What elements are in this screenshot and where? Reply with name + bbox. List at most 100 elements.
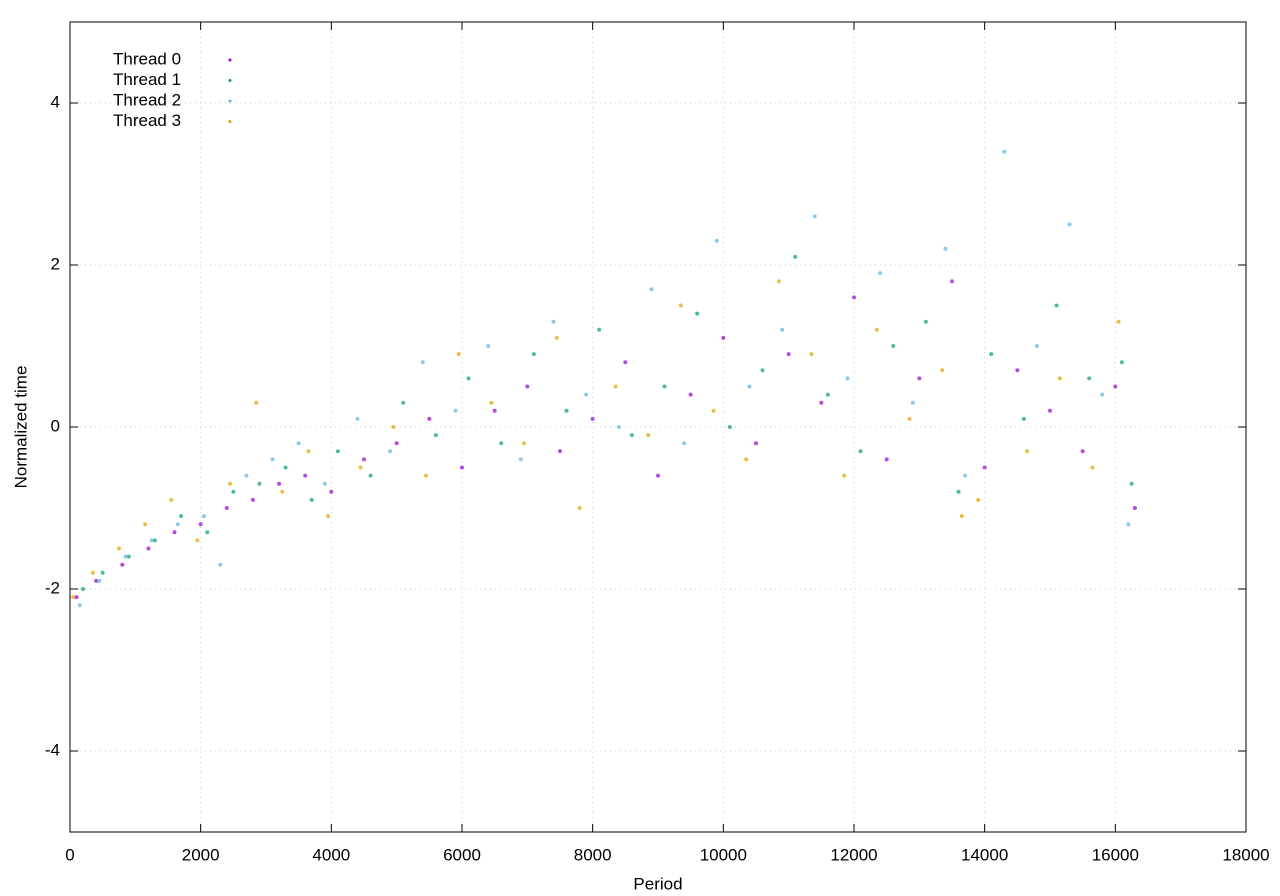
x-tick-label: 2000	[182, 845, 220, 864]
point	[727, 425, 732, 429]
point	[531, 352, 536, 357]
point	[81, 587, 86, 591]
point	[884, 457, 889, 462]
point	[433, 433, 438, 438]
point	[923, 319, 928, 324]
y-tick-label: 0	[51, 416, 60, 435]
point	[424, 473, 429, 478]
point	[554, 335, 559, 340]
y-tick-label: 2	[51, 254, 60, 273]
point	[616, 425, 621, 429]
point	[486, 344, 491, 348]
legend-marker	[228, 79, 232, 82]
point	[590, 416, 595, 421]
point	[100, 570, 105, 575]
point	[678, 303, 683, 308]
point	[169, 497, 174, 502]
point	[1080, 449, 1085, 454]
point	[358, 465, 363, 470]
point	[1021, 416, 1026, 421]
plot-frame	[69, 21, 1247, 833]
point	[309, 497, 314, 502]
point	[355, 416, 360, 421]
point	[335, 449, 340, 454]
point	[874, 327, 879, 332]
point	[90, 570, 95, 575]
point	[852, 295, 856, 300]
legend-marker	[228, 58, 232, 62]
point	[558, 449, 562, 454]
point	[149, 538, 154, 543]
point	[123, 554, 128, 559]
point	[71, 595, 76, 600]
point	[747, 384, 752, 389]
point	[195, 538, 200, 543]
x-tick-label: 10000	[700, 845, 747, 864]
point	[205, 530, 210, 535]
point	[146, 546, 151, 551]
point	[943, 246, 948, 251]
point	[250, 497, 255, 502]
point	[793, 254, 798, 259]
point	[518, 457, 523, 462]
point	[1025, 449, 1030, 454]
legend-label: Thread 2	[113, 90, 181, 109]
point	[780, 327, 785, 332]
point	[1002, 149, 1007, 154]
point	[179, 514, 184, 519]
point	[270, 457, 275, 462]
point	[74, 595, 79, 600]
point	[662, 384, 667, 389]
point	[629, 433, 634, 438]
point	[257, 481, 262, 486]
point	[1119, 360, 1124, 365]
point	[551, 319, 556, 324]
point	[1116, 319, 1121, 324]
point	[976, 497, 981, 502]
point	[117, 546, 121, 551]
point	[959, 514, 964, 519]
point	[809, 352, 814, 357]
point	[329, 489, 334, 494]
point	[845, 376, 850, 381]
point	[322, 481, 327, 486]
point	[368, 473, 373, 478]
point	[878, 271, 883, 276]
point	[97, 578, 102, 583]
point	[391, 425, 396, 429]
point	[714, 238, 719, 243]
point	[649, 287, 654, 292]
point	[228, 481, 233, 486]
point	[1015, 368, 1020, 373]
point	[120, 562, 125, 567]
legend-marker	[228, 120, 232, 123]
point	[499, 441, 504, 446]
point	[858, 449, 863, 454]
point	[126, 554, 131, 559]
point	[613, 384, 618, 389]
x-tick-label: 4000	[312, 845, 350, 864]
point	[283, 465, 288, 470]
point	[646, 433, 651, 438]
x-axis-label: Period	[633, 874, 682, 893]
point	[656, 473, 660, 478]
point	[224, 506, 229, 510]
point	[819, 400, 824, 405]
point	[597, 327, 602, 332]
point	[907, 416, 912, 421]
point	[326, 514, 331, 519]
x-tick-label: 16000	[1092, 845, 1139, 864]
point	[1090, 465, 1095, 470]
point	[812, 214, 817, 219]
point	[77, 603, 82, 608]
y-axis-label: Normalized time	[11, 366, 30, 489]
x-tick-label: 0	[65, 845, 74, 864]
point	[564, 408, 569, 413]
point	[1100, 392, 1105, 397]
point	[917, 376, 922, 381]
point	[754, 441, 758, 446]
point	[1129, 481, 1134, 486]
point	[1113, 384, 1118, 389]
point	[940, 368, 945, 373]
